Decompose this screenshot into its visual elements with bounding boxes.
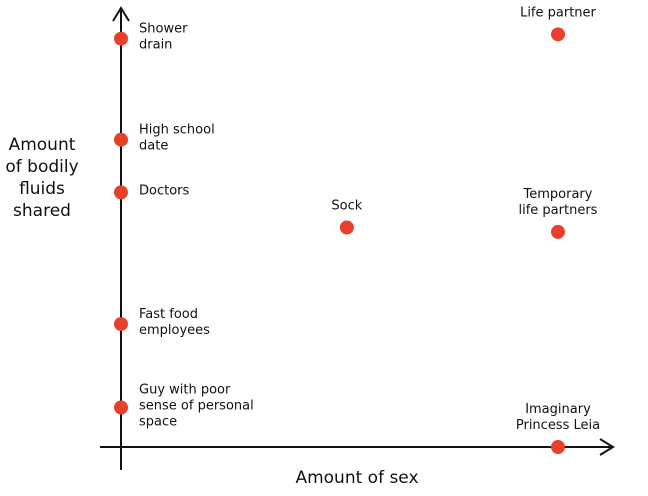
point — [114, 400, 128, 415]
point — [114, 31, 128, 46]
point-label: Shower drain — [139, 21, 188, 52]
point — [114, 132, 128, 147]
point-label: Guy with poor sense of personal space — [139, 382, 254, 429]
point — [550, 224, 565, 239]
point-label: High school date — [139, 122, 215, 153]
point-label: Fast food employees — [139, 307, 210, 338]
point-label: Sock — [331, 198, 362, 213]
point — [550, 440, 565, 454]
point-label: Imaginary Princess Leia — [516, 402, 600, 433]
x-axis-arrow — [599, 438, 615, 456]
point-label: Doctors — [139, 183, 190, 198]
point-label: Temporary life partners — [519, 186, 598, 217]
point — [114, 185, 128, 200]
point-label: Life partner — [520, 5, 596, 20]
y-axis-title: Amount of bodily fluids shared — [5, 135, 78, 221]
point — [550, 27, 565, 42]
point — [339, 220, 354, 235]
point — [114, 317, 128, 332]
x-axis-title: Amount of sex — [295, 468, 418, 488]
y-axis-arrow — [112, 6, 130, 22]
